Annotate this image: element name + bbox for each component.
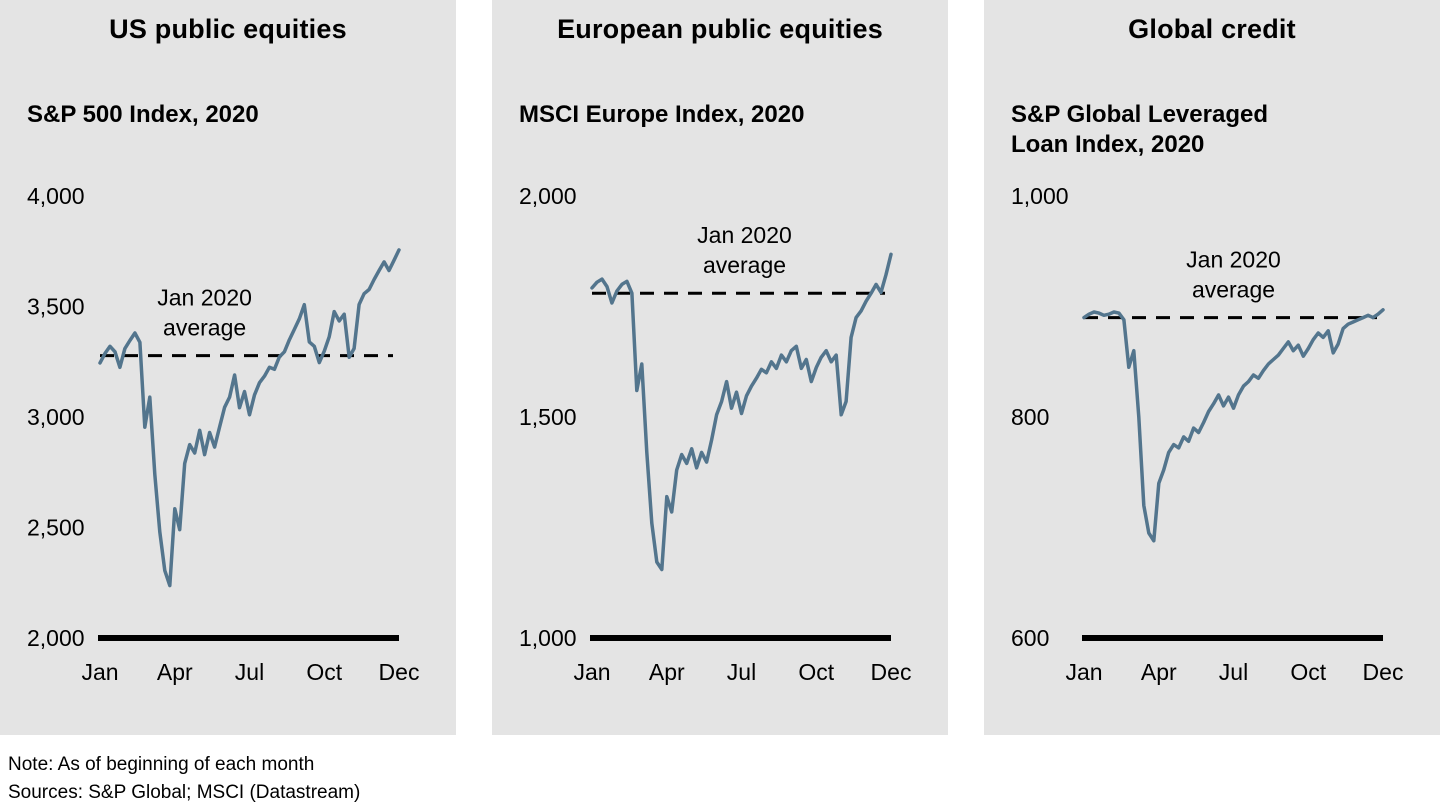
y-tick-label: 4,000: [27, 183, 85, 209]
chart-global-credit: 600 800 1,000 Jan Apr Jul Oct Dec Jan 2020 averag…: [1011, 183, 1404, 685]
x-tick-label: Jan: [1065, 659, 1102, 685]
chart-panels: US public equities S&P 500 Index, 2020 2…: [0, 0, 1440, 735]
y-tick-label: 2,500: [27, 515, 85, 541]
y-tick-label: 3,000: [27, 404, 85, 430]
jan-average-annotation: average: [703, 252, 786, 278]
panel-title: Global credit: [1128, 14, 1296, 44]
footnotes: Note: As of beginning of each month Sour…: [0, 735, 1440, 807]
sources-line: Sources: S&P Global; MSCI (Datastream): [8, 782, 361, 803]
x-tick-label: Jan: [81, 659, 118, 685]
x-tick-label: Jul: [235, 659, 264, 685]
x-tick-label: Jan: [573, 659, 610, 685]
y-tick-label: 2,000: [27, 625, 85, 651]
x-tick-label: Dec: [871, 659, 912, 685]
chart-european-public-equities: 1,000 1,500 2,000 Jan Apr Jul Oct Dec Jan 2020 av…: [519, 183, 912, 685]
x-tick-label: Jul: [1219, 659, 1248, 685]
panel-subtitle: S&P 500 Index, 2020: [27, 101, 259, 128]
y-tick-label: 1,000: [1011, 183, 1069, 209]
panel-global-credit: Global credit S&P Global Leveraged Loan …: [984, 0, 1440, 735]
x-tick-label: Oct: [1290, 659, 1326, 685]
jan-average-annotation: Jan 2020: [157, 285, 252, 311]
panel-subtitle: S&P Global Leveraged Loan Index, 2020: [1011, 101, 1268, 158]
series-line: [1082, 308, 1385, 543]
jan-average-annotation: average: [163, 315, 246, 341]
x-tick-label: Jul: [727, 659, 756, 685]
panel-european-public-equities: European public equities MSCI Europe Ind…: [492, 0, 948, 735]
y-tick-label: 600: [1011, 625, 1049, 651]
y-tick-label: 1,500: [519, 404, 577, 430]
jan-average-annotation: Jan 2020: [697, 222, 792, 248]
chart-us-public-equities: 2,000 2,500 3,000 3,500 4,000 Jan Apr Jul Oct Dec…: [27, 183, 420, 685]
panel-title: European public equities: [557, 14, 883, 44]
y-tick-label: 1,000: [519, 625, 577, 651]
x-tick-label: Dec: [1363, 659, 1404, 685]
jan-average-annotation: average: [1192, 277, 1275, 303]
panel-us-public-equities: US public equities S&P 500 Index, 2020 2…: [0, 0, 456, 735]
y-tick-label: 2,000: [519, 183, 577, 209]
series-line: [98, 248, 401, 588]
x-tick-label: Apr: [1141, 659, 1177, 685]
x-tick-label: Apr: [157, 659, 193, 685]
panel-title: US public equities: [109, 14, 347, 44]
x-tick-label: Dec: [379, 659, 420, 685]
y-tick-label: 3,500: [27, 294, 85, 320]
series-line: [590, 252, 893, 572]
x-tick-label: Oct: [306, 659, 342, 685]
note-line: Note: As of beginning of each month: [8, 754, 315, 775]
panel-subtitle: MSCI Europe Index, 2020: [519, 101, 805, 128]
x-tick-label: Oct: [798, 659, 834, 685]
jan-average-annotation: Jan 2020: [1186, 247, 1281, 273]
y-tick-label: 800: [1011, 404, 1049, 430]
x-tick-label: Apr: [649, 659, 685, 685]
